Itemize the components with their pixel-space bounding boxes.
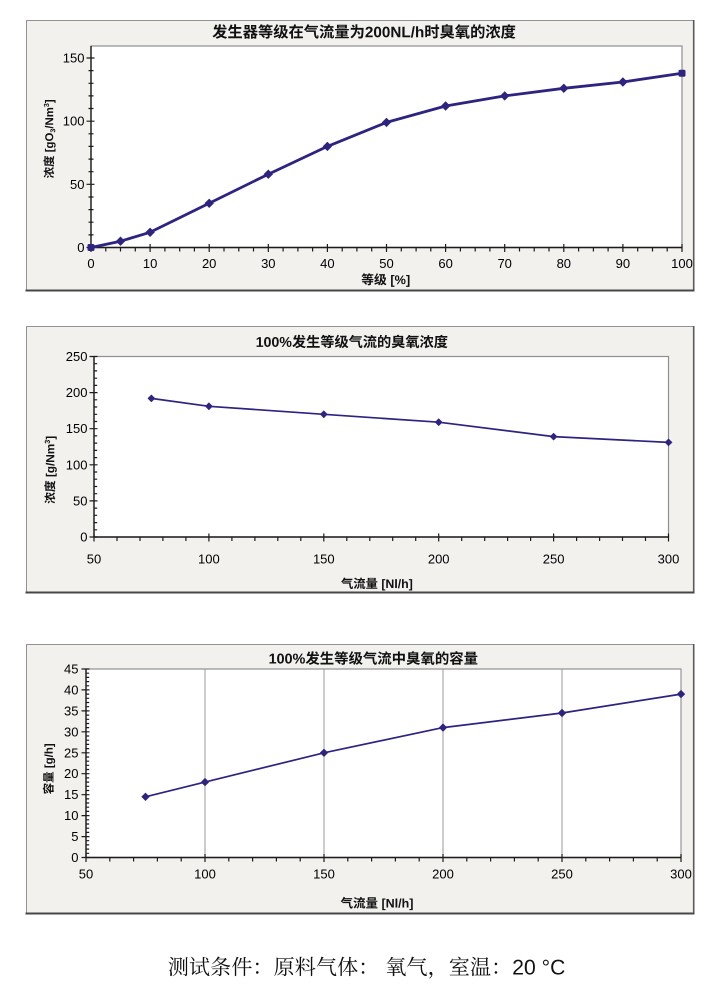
svg-text:100: 100 [63, 114, 85, 129]
svg-text:30: 30 [64, 724, 78, 739]
svg-text:50: 50 [87, 551, 101, 566]
svg-text:150: 150 [313, 867, 335, 882]
svg-text:25: 25 [64, 745, 78, 760]
svg-text:60: 60 [438, 256, 452, 271]
svg-text:0: 0 [77, 240, 84, 255]
svg-text:0: 0 [71, 850, 78, 865]
svg-text:15: 15 [64, 787, 78, 802]
svg-text:50: 50 [79, 867, 93, 882]
svg-text:30: 30 [261, 256, 275, 271]
svg-text:0: 0 [80, 530, 87, 545]
svg-text:50: 50 [73, 493, 87, 508]
svg-text:20: 20 [202, 256, 216, 271]
svg-text:0: 0 [87, 256, 94, 271]
svg-text:10: 10 [143, 256, 157, 271]
svg-text:50: 50 [379, 256, 393, 271]
svg-text:40: 40 [320, 256, 334, 271]
svg-text:80: 80 [557, 256, 571, 271]
svg-text:100: 100 [198, 551, 220, 566]
svg-text:70: 70 [497, 256, 511, 271]
svg-text:5: 5 [71, 829, 78, 844]
svg-text:40: 40 [64, 682, 78, 697]
svg-text:100: 100 [66, 457, 88, 472]
svg-text:150: 150 [63, 51, 85, 66]
svg-text:200: 200 [66, 385, 88, 400]
svg-text:200: 200 [432, 867, 454, 882]
svg-text:300: 300 [670, 867, 692, 882]
svg-text:200: 200 [428, 551, 450, 566]
svg-text:150: 150 [66, 421, 88, 436]
svg-text:250: 250 [66, 349, 88, 364]
svg-text:35: 35 [64, 703, 78, 718]
svg-text:250: 250 [551, 867, 573, 882]
svg-text:150: 150 [313, 551, 335, 566]
svg-text:100: 100 [194, 867, 216, 882]
svg-text:250: 250 [543, 551, 565, 566]
svg-text:100: 100 [671, 256, 693, 271]
svg-text:50: 50 [70, 177, 84, 192]
svg-text:300: 300 [658, 551, 680, 566]
svg-text:90: 90 [616, 256, 630, 271]
svg-text:20: 20 [64, 766, 78, 781]
svg-text:10: 10 [64, 808, 78, 823]
svg-text:45: 45 [64, 662, 78, 677]
